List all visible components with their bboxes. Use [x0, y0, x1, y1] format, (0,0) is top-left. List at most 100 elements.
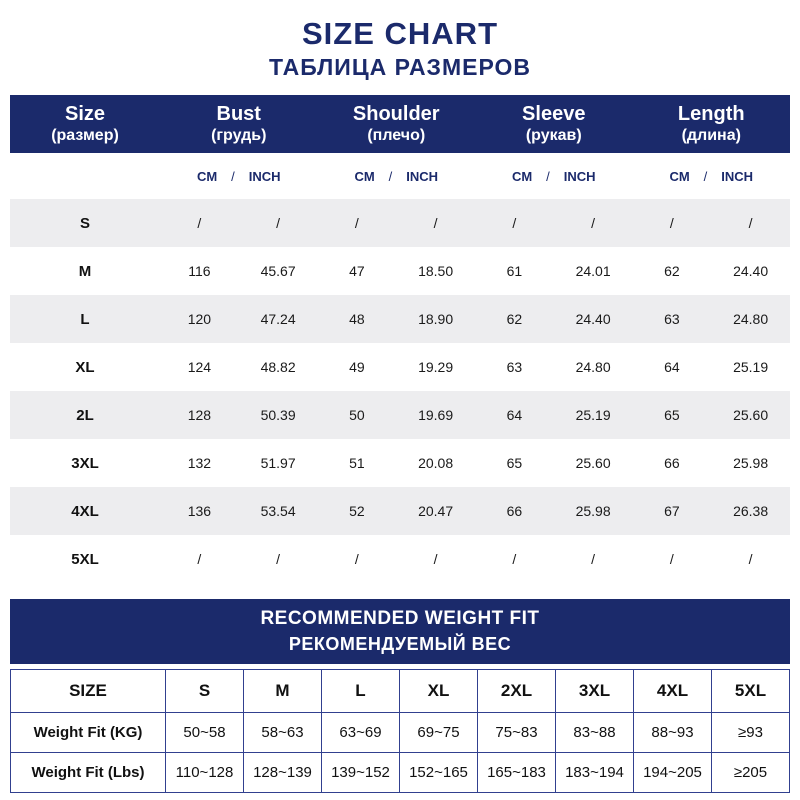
size-value: 25.19: [733, 359, 769, 376]
units-spacer: [10, 153, 160, 200]
column-header-size: Size (размер): [10, 95, 160, 154]
size-value: /: [512, 215, 517, 232]
unit-cm-label: CM: [669, 168, 690, 184]
size-value: 20.47: [418, 503, 454, 520]
size-value: 62: [664, 263, 680, 280]
weight-header-m: M: [243, 669, 322, 714]
weight-value: 63~69: [321, 712, 400, 754]
column-header-en: Sleeve: [522, 103, 586, 125]
weight-value: 75~83: [477, 712, 556, 754]
table-row: M 116 45.67 47 18.50 61 24.01 62 24.40: [10, 247, 790, 295]
size-value: 48.82: [260, 359, 296, 376]
weight-value: 183~194: [555, 752, 634, 794]
weight-header-4xl: 4XL: [633, 669, 712, 714]
size-value: /: [197, 551, 202, 568]
size-value: /: [669, 215, 674, 232]
weight-table-row: Weight Fit (KG) 50~58 58~63 63~69 69~75 75~83…: [10, 712, 790, 754]
size-label: S: [79, 214, 90, 232]
size-value: 19.29: [418, 359, 454, 376]
size-value: 61: [506, 263, 523, 280]
size-label: 4XL: [71, 502, 99, 520]
size-label: 2L: [76, 406, 94, 424]
unit-inch-label: INCH: [406, 168, 439, 184]
size-value: 25.19: [575, 407, 611, 424]
size-table: Size (размер) Bust (грудь) Shoulder (плечо) Sl…: [10, 95, 790, 583]
weight-section-header: RECOMMENDED WEIGHT FIT РЕКОМЕНДУЕМЫЙ ВЕС: [10, 599, 790, 665]
weight-value: 88~93: [633, 712, 712, 754]
size-value: 18.90: [418, 311, 454, 328]
size-value: 25.98: [733, 455, 769, 472]
size-value: 128: [187, 407, 212, 424]
unit-inch-label: INCH: [248, 168, 281, 184]
column-header-ru: (длина): [681, 127, 741, 144]
weight-table: SIZE S M L XL 2XL 3XL 4XL 5XL Weight Fit (KG) 50~…: [10, 669, 790, 794]
weight-value: ≥93: [711, 712, 790, 754]
size-value: 62: [506, 311, 523, 328]
column-header-ru: (грудь): [211, 127, 267, 144]
unit-separator: /: [703, 168, 708, 184]
weight-table-row: Weight Fit (Lbs) 110~128 128~139 139~152 152…: [10, 752, 790, 794]
column-header-ru: (размер): [51, 127, 119, 144]
weight-header-s: S: [165, 669, 244, 714]
size-value: /: [512, 551, 517, 568]
table-row: 5XL / / / / / / / /: [10, 535, 790, 583]
size-value: 47: [349, 263, 365, 280]
column-header-length: Length (длина): [632, 95, 790, 154]
unit-cm-label: CM: [354, 168, 375, 184]
size-value: 25.98: [575, 503, 611, 520]
size-value: 52: [349, 503, 365, 520]
size-value: 18.50: [418, 263, 454, 280]
weight-title-ru: РЕКОМЕНДУЕМЫЙ ВЕС: [288, 633, 512, 654]
size-value: 120: [187, 311, 212, 328]
table-row: L 120 47.24 48 18.90 62 24.40 63 24.80: [10, 295, 790, 344]
unit-cm-label: CM: [511, 168, 533, 184]
size-value: 116: [188, 263, 211, 280]
size-value: /: [276, 551, 281, 568]
size-value: 19.69: [418, 407, 454, 424]
size-value: /: [276, 215, 281, 232]
weight-title-en: RECOMMENDED WEIGHT FIT: [260, 608, 540, 630]
weight-value: 165~183: [477, 752, 556, 794]
size-value: 24.80: [575, 359, 611, 376]
weight-row-label: Weight Fit (Lbs): [10, 752, 166, 794]
size-value: /: [591, 215, 596, 232]
size-label: 5XL: [71, 550, 99, 568]
weight-value: 69~75: [399, 712, 478, 754]
size-value: 48: [349, 311, 365, 328]
size-value: 65: [506, 455, 523, 472]
size-value: 51: [349, 455, 365, 472]
size-value: 65: [664, 407, 680, 424]
column-header-en: Shoulder: [352, 103, 440, 125]
weight-value: ≥205: [711, 752, 790, 794]
weight-table-header-row: SIZE S M L XL 2XL 3XL 4XL 5XL: [10, 669, 790, 714]
size-value: 26.38: [733, 503, 769, 520]
weight-header-3xl: 3XL: [555, 669, 634, 714]
column-header-en: Bust: [216, 103, 261, 125]
weight-value: 50~58: [165, 712, 244, 754]
size-table-units-row: CM / INCH CM / INCH CM / INCH CM / INCH: [10, 153, 790, 200]
weight-header-l: L: [321, 669, 400, 714]
size-value: 63: [506, 359, 523, 376]
size-label: L: [80, 310, 90, 328]
size-value: 53.54: [260, 503, 296, 520]
weight-value: 110~128: [165, 752, 244, 794]
size-value: 51.97: [260, 455, 296, 472]
size-value: 25.60: [733, 407, 769, 424]
table-row: 4XL 136 53.54 52 20.47 66 25.98 67 26.38: [10, 487, 790, 536]
size-value: /: [591, 551, 596, 568]
unit-separator: /: [388, 168, 393, 184]
size-value: /: [433, 551, 438, 568]
size-value: /: [354, 215, 359, 232]
size-label: 3XL: [71, 454, 99, 472]
size-value: /: [197, 215, 202, 232]
size-value: /: [748, 551, 753, 568]
size-value: 24.01: [575, 263, 611, 280]
size-value: 24.40: [733, 263, 769, 280]
size-value: 45.67: [260, 263, 296, 280]
column-header-ru: (рукав): [525, 127, 582, 144]
size-value: /: [354, 551, 359, 568]
size-label: XL: [75, 358, 95, 376]
weight-header-5xl: 5XL: [711, 669, 790, 714]
page-subtitle: ТАБЛИЦА РАЗМЕРОВ: [268, 54, 531, 80]
